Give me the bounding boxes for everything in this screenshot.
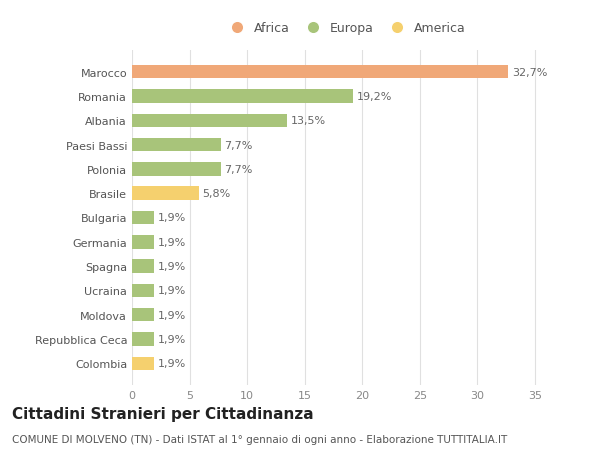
Bar xyxy=(132,187,199,201)
Text: 1,9%: 1,9% xyxy=(157,335,185,344)
Text: 7,7%: 7,7% xyxy=(224,140,253,150)
Text: 1,9%: 1,9% xyxy=(157,358,185,369)
Text: 19,2%: 19,2% xyxy=(356,92,392,101)
Text: 1,9%: 1,9% xyxy=(157,262,185,272)
Text: 5,8%: 5,8% xyxy=(202,189,230,199)
Text: 1,9%: 1,9% xyxy=(157,237,185,247)
Bar xyxy=(132,260,154,273)
Bar xyxy=(132,114,287,128)
Bar xyxy=(132,235,154,249)
Text: 1,9%: 1,9% xyxy=(157,213,185,223)
Bar xyxy=(132,357,154,370)
Text: 7,7%: 7,7% xyxy=(224,164,253,174)
Legend: Africa, Europa, America: Africa, Europa, America xyxy=(222,20,468,38)
Text: Cittadini Stranieri per Cittadinanza: Cittadini Stranieri per Cittadinanza xyxy=(12,406,314,421)
Bar xyxy=(132,333,154,346)
Bar xyxy=(132,66,508,79)
Text: 1,9%: 1,9% xyxy=(157,286,185,296)
Bar xyxy=(132,163,221,176)
Bar xyxy=(132,308,154,322)
Bar xyxy=(132,284,154,297)
Text: 1,9%: 1,9% xyxy=(157,310,185,320)
Bar xyxy=(132,90,353,103)
Bar xyxy=(132,139,221,152)
Bar xyxy=(132,211,154,225)
Text: COMUNE DI MOLVENO (TN) - Dati ISTAT al 1° gennaio di ogni anno - Elaborazione TU: COMUNE DI MOLVENO (TN) - Dati ISTAT al 1… xyxy=(12,434,507,444)
Text: 32,7%: 32,7% xyxy=(512,67,547,78)
Text: 13,5%: 13,5% xyxy=(291,116,326,126)
